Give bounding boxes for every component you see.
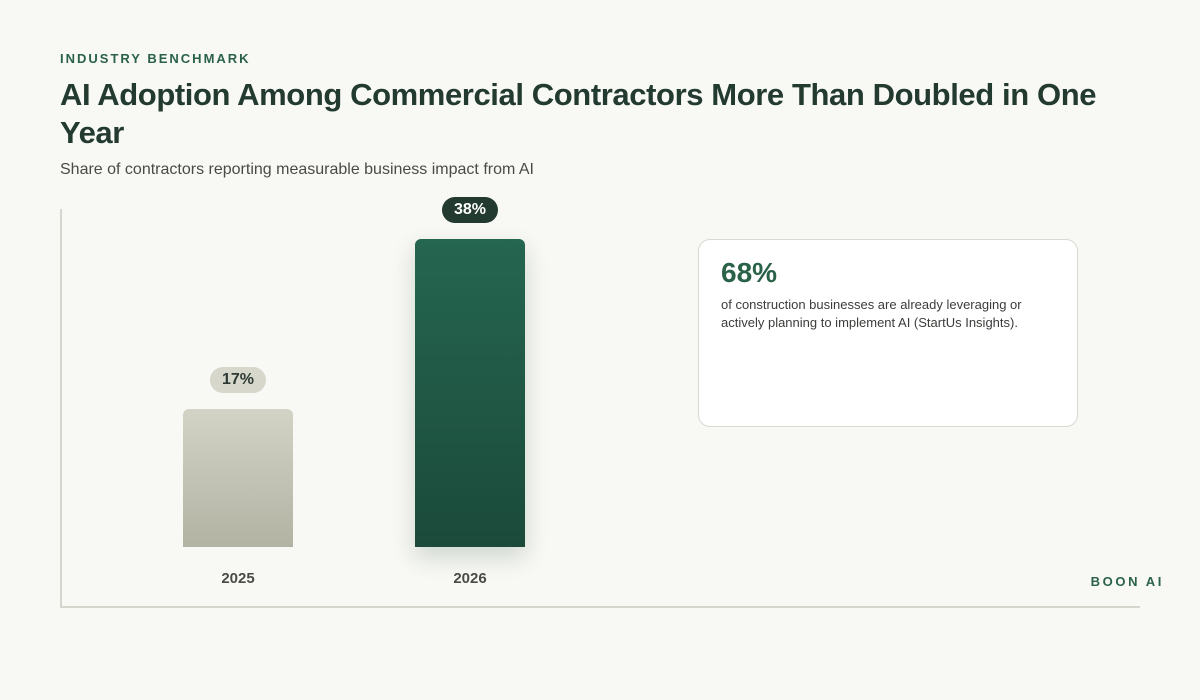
bar-2025 (183, 409, 293, 547)
chart-subtitle: Share of contractors reporting measurabl… (60, 161, 534, 178)
data-label-2025: 17% (209, 367, 267, 393)
callout-stat: 68% (721, 257, 778, 288)
eyebrow-label: INDUSTRY BENCHMARK (60, 51, 251, 66)
bar-2026 (415, 239, 525, 547)
x-tick-label-2026: 2026 (453, 570, 487, 587)
data-label-2026: 38% (441, 197, 499, 223)
x-tick-label-2025: 2025 (221, 570, 255, 587)
brand-label: BOON AI (1090, 574, 1164, 589)
y-axis-line (60, 209, 62, 608)
stat-callout-card: 68% of construction businesses are alrea… (698, 239, 1078, 427)
x-axis-line (60, 606, 1140, 608)
page-title: AI Adoption Among Commercial Contractors… (60, 77, 1097, 150)
callout-text: of construction businesses are already l… (721, 297, 1022, 330)
